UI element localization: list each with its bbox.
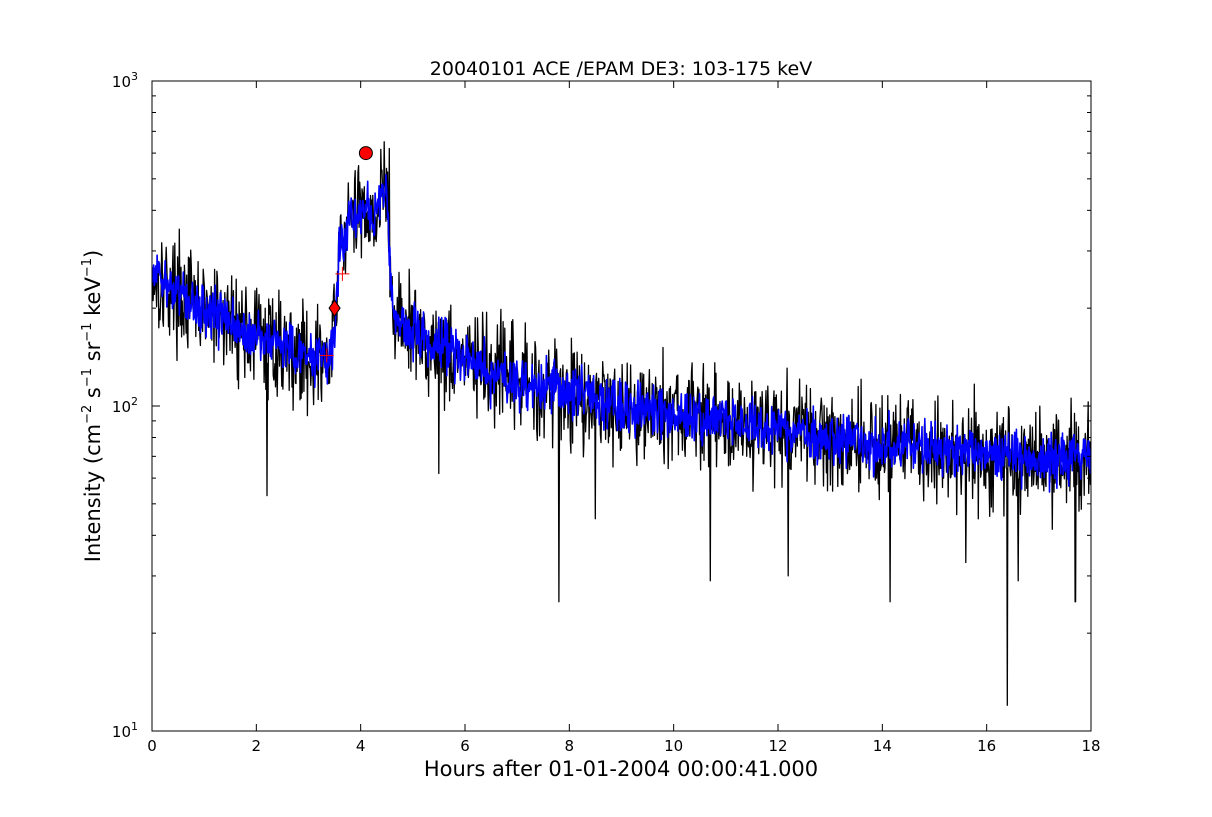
event-marker-plus (319, 348, 334, 363)
x-tick-label: 18 (1081, 737, 1100, 755)
x-tick-label: 8 (565, 737, 575, 755)
x-axis-label: Hours after 01-01-2004 00:00:41.000 (424, 757, 818, 781)
plot-area (152, 141, 1091, 706)
event-marker-plus (335, 266, 350, 281)
x-tick-label: 16 (977, 737, 996, 755)
y-tick-label-base: 10 (112, 398, 131, 416)
y-tick-label-base: 10 (112, 723, 131, 741)
event-marker-diamond (328, 299, 341, 318)
x-tick-label: 2 (252, 737, 262, 755)
y-tick-label-exp: 3 (131, 70, 138, 83)
y-tick-label-base: 10 (112, 73, 131, 91)
y-axis-label-exp3: −1 (80, 323, 95, 342)
x-tick-label: 10 (664, 737, 683, 755)
plot-frame (151, 80, 1092, 732)
intensity-series-line (152, 141, 1091, 706)
y-tick-label: 102 (112, 395, 138, 416)
y-axis-label-exp4: −1 (80, 258, 95, 277)
y-axis-label-suffix: ) (81, 250, 105, 258)
y-tick-label: 103 (112, 70, 138, 91)
smoothed-series-line (152, 173, 1091, 493)
y-axis-label-exp1: −2 (80, 405, 95, 424)
x-tick-label: 6 (460, 737, 470, 755)
x-tick-label: 12 (768, 737, 787, 755)
y-tick-label: 101 (112, 720, 138, 741)
y-axis-label-mid2: sr (81, 341, 105, 368)
y-axis-label-mid1: s (81, 387, 105, 405)
chart-title: 20040101 ACE /EPAM DE3: 103-175 keV (430, 58, 812, 80)
x-tick-label: 14 (873, 737, 892, 755)
event-marker-circle (358, 146, 373, 161)
y-axis-label: Intensity (cm−2 s−1 sr−1 keV−1) (80, 250, 105, 562)
y-axis-label-prefix: Intensity (cm (81, 424, 105, 562)
x-tick-label: 4 (356, 737, 366, 755)
y-axis-label-exp2: −1 (80, 368, 95, 387)
y-tick-label-exp: 1 (131, 720, 138, 733)
x-tick-label: 0 (147, 737, 157, 755)
y-tick-label-exp: 2 (131, 395, 138, 408)
y-axis-label-mid3: keV (81, 277, 105, 323)
